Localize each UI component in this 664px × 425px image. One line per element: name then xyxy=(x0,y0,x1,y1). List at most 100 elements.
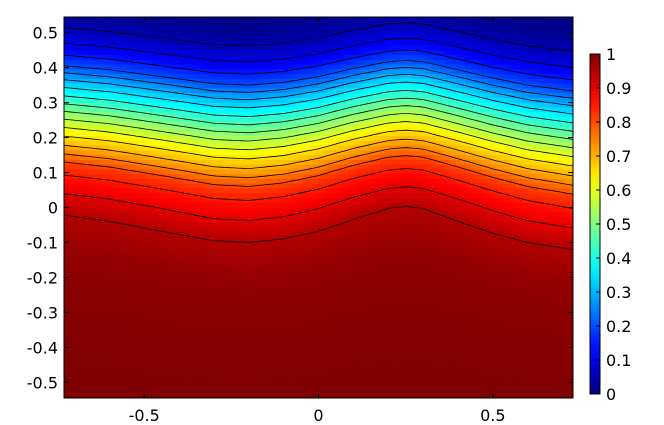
heatmap-cell xyxy=(155,236,162,242)
heatmap-cell xyxy=(186,64,192,70)
heatmap-cell xyxy=(84,59,91,66)
heatmap-cell xyxy=(298,197,304,204)
heatmap-cell xyxy=(211,302,218,309)
heatmap-cell xyxy=(369,21,376,28)
heatmap-cell xyxy=(74,159,80,166)
heatmap-cell xyxy=(89,326,96,332)
heatmap-cell xyxy=(287,159,294,166)
heatmap-cell xyxy=(267,74,274,80)
heatmap-cell xyxy=(359,197,365,204)
heatmap-cell xyxy=(94,374,101,380)
heatmap-cell xyxy=(191,207,197,213)
heatmap-cell xyxy=(206,36,213,42)
heatmap-cell xyxy=(150,188,157,194)
heatmap-cell xyxy=(369,164,376,170)
heatmap-cell xyxy=(160,369,167,375)
heatmap-cell xyxy=(181,164,187,170)
heatmap-cell xyxy=(298,240,304,247)
heatmap-cell xyxy=(135,336,141,342)
heatmap-cell xyxy=(125,40,131,47)
heatmap-cell xyxy=(303,64,309,70)
heatmap-cell xyxy=(69,31,75,37)
heatmap-cell xyxy=(354,340,360,347)
heatmap-cell xyxy=(64,264,70,271)
heatmap-cell xyxy=(257,393,264,398)
heatmap-cell xyxy=(206,50,213,56)
heatmap-cell xyxy=(64,355,70,361)
heatmap-cell xyxy=(211,197,218,204)
heatmap-cell xyxy=(293,340,299,347)
heatmap-cell xyxy=(109,145,116,151)
heatmap-cell xyxy=(119,126,126,132)
heatmap-cell xyxy=(191,345,197,351)
heatmap-cell xyxy=(79,393,85,398)
heatmap-cell xyxy=(272,264,279,271)
heatmap-cell xyxy=(165,393,172,398)
heatmap-cell xyxy=(262,297,269,304)
heatmap-cell xyxy=(64,102,70,109)
heatmap-cell xyxy=(104,393,111,398)
heatmap-cell xyxy=(328,69,335,75)
heatmap-cell xyxy=(226,107,233,113)
heatmap-cell xyxy=(99,121,106,128)
heatmap-cell xyxy=(145,317,152,323)
heatmap-cell xyxy=(155,269,162,275)
heatmap-cell xyxy=(165,97,172,104)
heatmap-cell xyxy=(338,107,345,113)
heatmap-cell xyxy=(155,83,162,90)
heatmap-cell xyxy=(293,45,299,51)
heatmap-cell xyxy=(109,202,116,209)
heatmap-cell xyxy=(293,393,299,398)
heatmap-cell xyxy=(109,40,116,47)
heatmap-cell xyxy=(343,193,350,199)
heatmap-cell xyxy=(338,140,345,147)
heatmap-cell xyxy=(349,259,355,266)
heatmap-cell xyxy=(211,340,218,347)
heatmap-cell xyxy=(226,202,233,209)
heatmap-cell xyxy=(308,93,315,99)
heatmap-cell xyxy=(135,36,141,42)
heatmap-cell xyxy=(262,369,269,375)
heatmap-cell xyxy=(99,83,106,90)
heatmap-cell xyxy=(221,55,228,61)
heatmap-cell xyxy=(89,374,96,380)
heatmap-cell xyxy=(359,174,365,180)
heatmap-cell xyxy=(89,178,96,185)
heatmap-cell xyxy=(277,217,284,223)
heatmap-cell xyxy=(150,226,157,232)
heatmap-cell xyxy=(196,150,203,156)
heatmap-cell xyxy=(242,378,248,385)
heatmap-cell xyxy=(313,364,320,371)
heatmap-cell xyxy=(252,117,259,123)
heatmap-cell xyxy=(226,121,233,128)
heatmap-cell xyxy=(272,369,279,375)
heatmap-cell xyxy=(333,193,340,199)
heatmap-cell xyxy=(150,31,157,37)
heatmap-cell xyxy=(155,40,162,47)
heatmap-cell xyxy=(313,45,320,51)
heatmap-cell xyxy=(150,69,157,75)
heatmap-cell xyxy=(119,69,126,75)
heatmap-cell xyxy=(354,83,360,90)
heatmap-cell xyxy=(69,336,75,342)
heatmap-cell xyxy=(226,31,233,37)
heatmap-cell xyxy=(323,83,330,90)
heatmap-cell xyxy=(99,331,106,337)
heatmap-cell xyxy=(150,55,157,61)
heatmap-cell xyxy=(181,207,187,213)
heatmap-cell xyxy=(313,207,320,213)
heatmap-cell xyxy=(354,388,360,394)
heatmap-cell xyxy=(69,207,75,213)
heatmap-cell xyxy=(237,197,243,204)
heatmap-cell xyxy=(160,159,167,166)
heatmap-cell xyxy=(287,183,294,190)
heatmap-cell xyxy=(252,93,259,99)
heatmap-cell xyxy=(333,55,340,61)
heatmap-cell xyxy=(119,88,126,94)
heatmap-cell xyxy=(369,383,376,390)
heatmap-cell xyxy=(328,321,335,328)
heatmap-cell xyxy=(252,221,259,228)
heatmap-cell xyxy=(150,174,157,180)
heatmap-cell xyxy=(282,136,289,142)
heatmap-cell xyxy=(140,59,147,66)
